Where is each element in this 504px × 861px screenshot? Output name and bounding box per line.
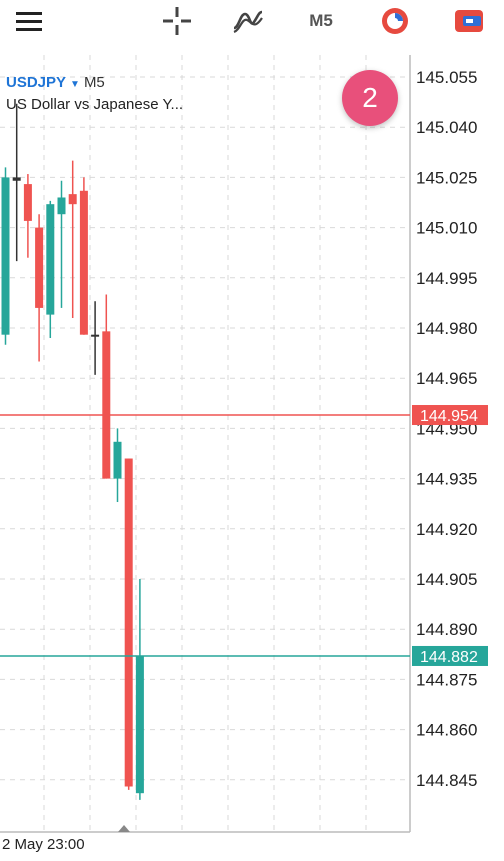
candle-body (12, 177, 21, 181)
price-tick-label: 145.055 (416, 68, 477, 87)
bid-price-tag (412, 405, 488, 426)
chart-area[interactable]: 145.055 145.040 145.025 145.010 144.995 144.9… (0, 55, 504, 835)
time-marker-icon (118, 825, 130, 832)
candle-body (68, 194, 77, 205)
price-tick-label: 144.890 (416, 620, 477, 639)
price-tick-label: 144.845 (416, 771, 477, 790)
timeframe-label: M5 (309, 11, 333, 30)
candle-body (91, 334, 100, 337)
candle-body (135, 655, 144, 794)
price-tick-label: 144.980 (416, 319, 477, 338)
price-tick-label: 144.965 (416, 369, 477, 388)
candle-body (35, 227, 44, 308)
history-icon[interactable] (378, 0, 412, 42)
ask-price-tag (412, 645, 488, 666)
price-tick-label: 144.875 (416, 670, 477, 689)
time-axis-label: 2 May 23:00 (2, 836, 85, 853)
candle-body (23, 184, 32, 221)
hamburger-menu-icon[interactable] (10, 0, 48, 42)
price-tick-label: 144.860 (416, 721, 477, 740)
bid-price-label: 144.954 (420, 408, 478, 425)
symbol-info: USDJPY ▼ M5 US Dollar vs Japanese Y... (6, 73, 183, 115)
price-tick-label: 145.040 (416, 118, 477, 137)
symbol-timeframe: M5 (83, 74, 105, 91)
timeframe-button[interactable]: M5 (302, 0, 340, 42)
price-tick-label: 144.935 (416, 470, 477, 489)
candle-body (46, 204, 55, 315)
ask-price-label: 144.882 (420, 649, 478, 666)
indicators-icon[interactable] (230, 0, 266, 42)
price-tick-label: 145.025 (416, 168, 477, 187)
candle-body (57, 197, 66, 215)
candle-body (102, 331, 111, 479)
symbol-description: US Dollar vs Japanese Y... (6, 96, 184, 113)
price-tick-label: 144.995 (416, 269, 477, 288)
symbol-dropdown-icon[interactable]: ▼ (70, 79, 80, 90)
price-tick-label: 145.010 (416, 219, 477, 238)
candlestick-chart[interactable]: 145.055 145.040 145.025 145.010 144.995 144.9… (0, 55, 504, 835)
price-tick-label: 144.905 (416, 570, 477, 589)
price-tick-label: 144.920 (416, 520, 477, 539)
candle-body (124, 458, 133, 787)
notification-badge[interactable]: 2 (342, 70, 398, 126)
candle-body (79, 190, 88, 335)
crosshair-icon[interactable] (160, 0, 194, 42)
toolbar: M5 (0, 0, 504, 42)
symbol-ticker[interactable]: USDJPY (6, 74, 67, 91)
trade-icon[interactable] (452, 0, 486, 42)
candle-body (1, 177, 10, 335)
candle-body (113, 441, 122, 479)
